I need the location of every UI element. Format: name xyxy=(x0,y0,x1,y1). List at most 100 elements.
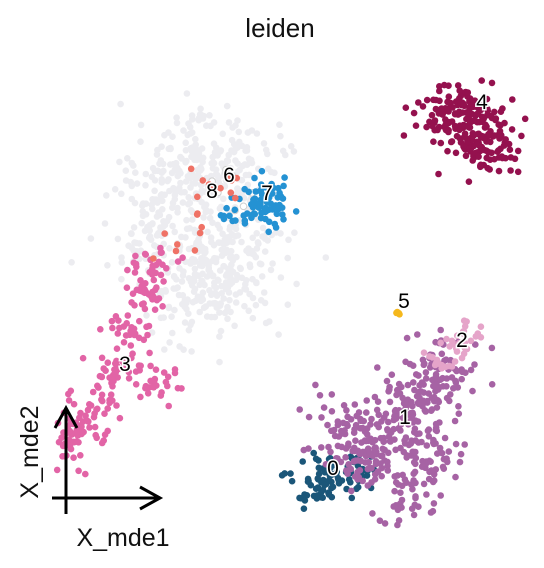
data-point xyxy=(176,343,183,350)
data-point xyxy=(198,187,206,194)
data-point xyxy=(482,121,489,129)
data-point xyxy=(299,458,307,465)
data-point xyxy=(98,354,106,362)
data-point xyxy=(77,452,84,459)
data-point xyxy=(232,225,240,233)
data-point xyxy=(259,196,266,203)
data-point xyxy=(278,472,286,479)
data-point xyxy=(301,497,309,504)
data-point xyxy=(473,141,481,148)
data-point xyxy=(118,259,126,266)
data-point xyxy=(252,279,260,286)
data-point xyxy=(369,510,376,517)
data-point xyxy=(445,82,452,89)
data-point xyxy=(164,373,172,381)
data-point xyxy=(155,258,163,266)
data-point xyxy=(189,144,196,151)
data-point xyxy=(179,254,186,261)
data-point xyxy=(196,229,204,237)
data-point xyxy=(228,147,235,154)
data-point xyxy=(108,317,116,325)
data-point xyxy=(410,448,418,456)
data-point xyxy=(352,437,359,445)
data-point xyxy=(142,182,149,189)
data-point xyxy=(483,154,491,162)
data-point xyxy=(269,206,276,213)
data-point xyxy=(401,440,409,447)
data-point xyxy=(231,206,239,214)
data-point xyxy=(124,266,131,274)
data-point xyxy=(279,147,287,155)
data-point xyxy=(210,159,217,166)
data-point xyxy=(409,485,416,493)
data-point xyxy=(123,284,131,292)
data-point xyxy=(89,388,97,396)
data-point xyxy=(186,199,194,207)
data-point xyxy=(469,387,476,395)
data-point xyxy=(173,119,181,127)
data-point xyxy=(232,276,240,284)
data-point xyxy=(281,174,288,181)
data-point xyxy=(461,441,469,448)
data-point xyxy=(142,211,150,218)
data-point xyxy=(232,232,239,240)
data-point xyxy=(130,224,138,231)
data-point xyxy=(460,350,468,358)
data-point xyxy=(437,339,445,347)
data-point xyxy=(125,375,133,382)
data-point xyxy=(223,102,231,110)
data-point xyxy=(83,417,91,424)
data-point xyxy=(320,404,328,411)
data-point xyxy=(287,470,294,477)
data-point xyxy=(73,438,80,445)
data-point xyxy=(216,333,223,340)
data-point xyxy=(172,247,180,255)
data-point xyxy=(67,387,75,395)
series-cluster-5 xyxy=(393,308,403,318)
data-point xyxy=(411,501,419,509)
data-point xyxy=(469,130,477,137)
data-point xyxy=(106,399,113,407)
data-point xyxy=(249,294,257,302)
data-point xyxy=(410,379,417,386)
data-point xyxy=(491,132,498,139)
data-point xyxy=(157,314,165,322)
data-point xyxy=(109,377,117,384)
data-point xyxy=(357,425,364,432)
data-point xyxy=(242,171,250,179)
data-point xyxy=(232,157,239,164)
data-point xyxy=(165,176,172,183)
data-point xyxy=(428,111,436,119)
data-point xyxy=(194,172,202,179)
data-point xyxy=(455,410,463,418)
data-point xyxy=(158,179,166,186)
data-point xyxy=(437,492,445,499)
data-point xyxy=(183,225,191,233)
data-point xyxy=(466,119,474,126)
data-point xyxy=(255,240,262,248)
data-point xyxy=(277,274,285,281)
data-point xyxy=(399,471,407,479)
data-point xyxy=(144,331,151,339)
data-point xyxy=(153,296,161,304)
data-point xyxy=(237,265,244,273)
data-point xyxy=(142,280,149,287)
data-point xyxy=(232,291,240,298)
data-point xyxy=(222,272,230,280)
data-point xyxy=(169,222,176,230)
data-point xyxy=(251,195,259,202)
data-point xyxy=(116,158,123,166)
data-point xyxy=(257,297,265,304)
cluster-label-2: 2 xyxy=(456,329,468,352)
cluster-labels: 4 68 7 5 2 3 1 0 xyxy=(118,90,490,482)
data-point xyxy=(112,313,120,320)
data-point xyxy=(198,244,206,251)
data-point xyxy=(217,327,225,335)
data-point xyxy=(229,238,236,246)
data-point xyxy=(464,138,471,145)
data-point xyxy=(492,116,499,124)
data-point xyxy=(112,360,119,367)
data-point xyxy=(352,457,359,465)
data-point xyxy=(269,260,276,267)
data-point xyxy=(227,189,235,196)
